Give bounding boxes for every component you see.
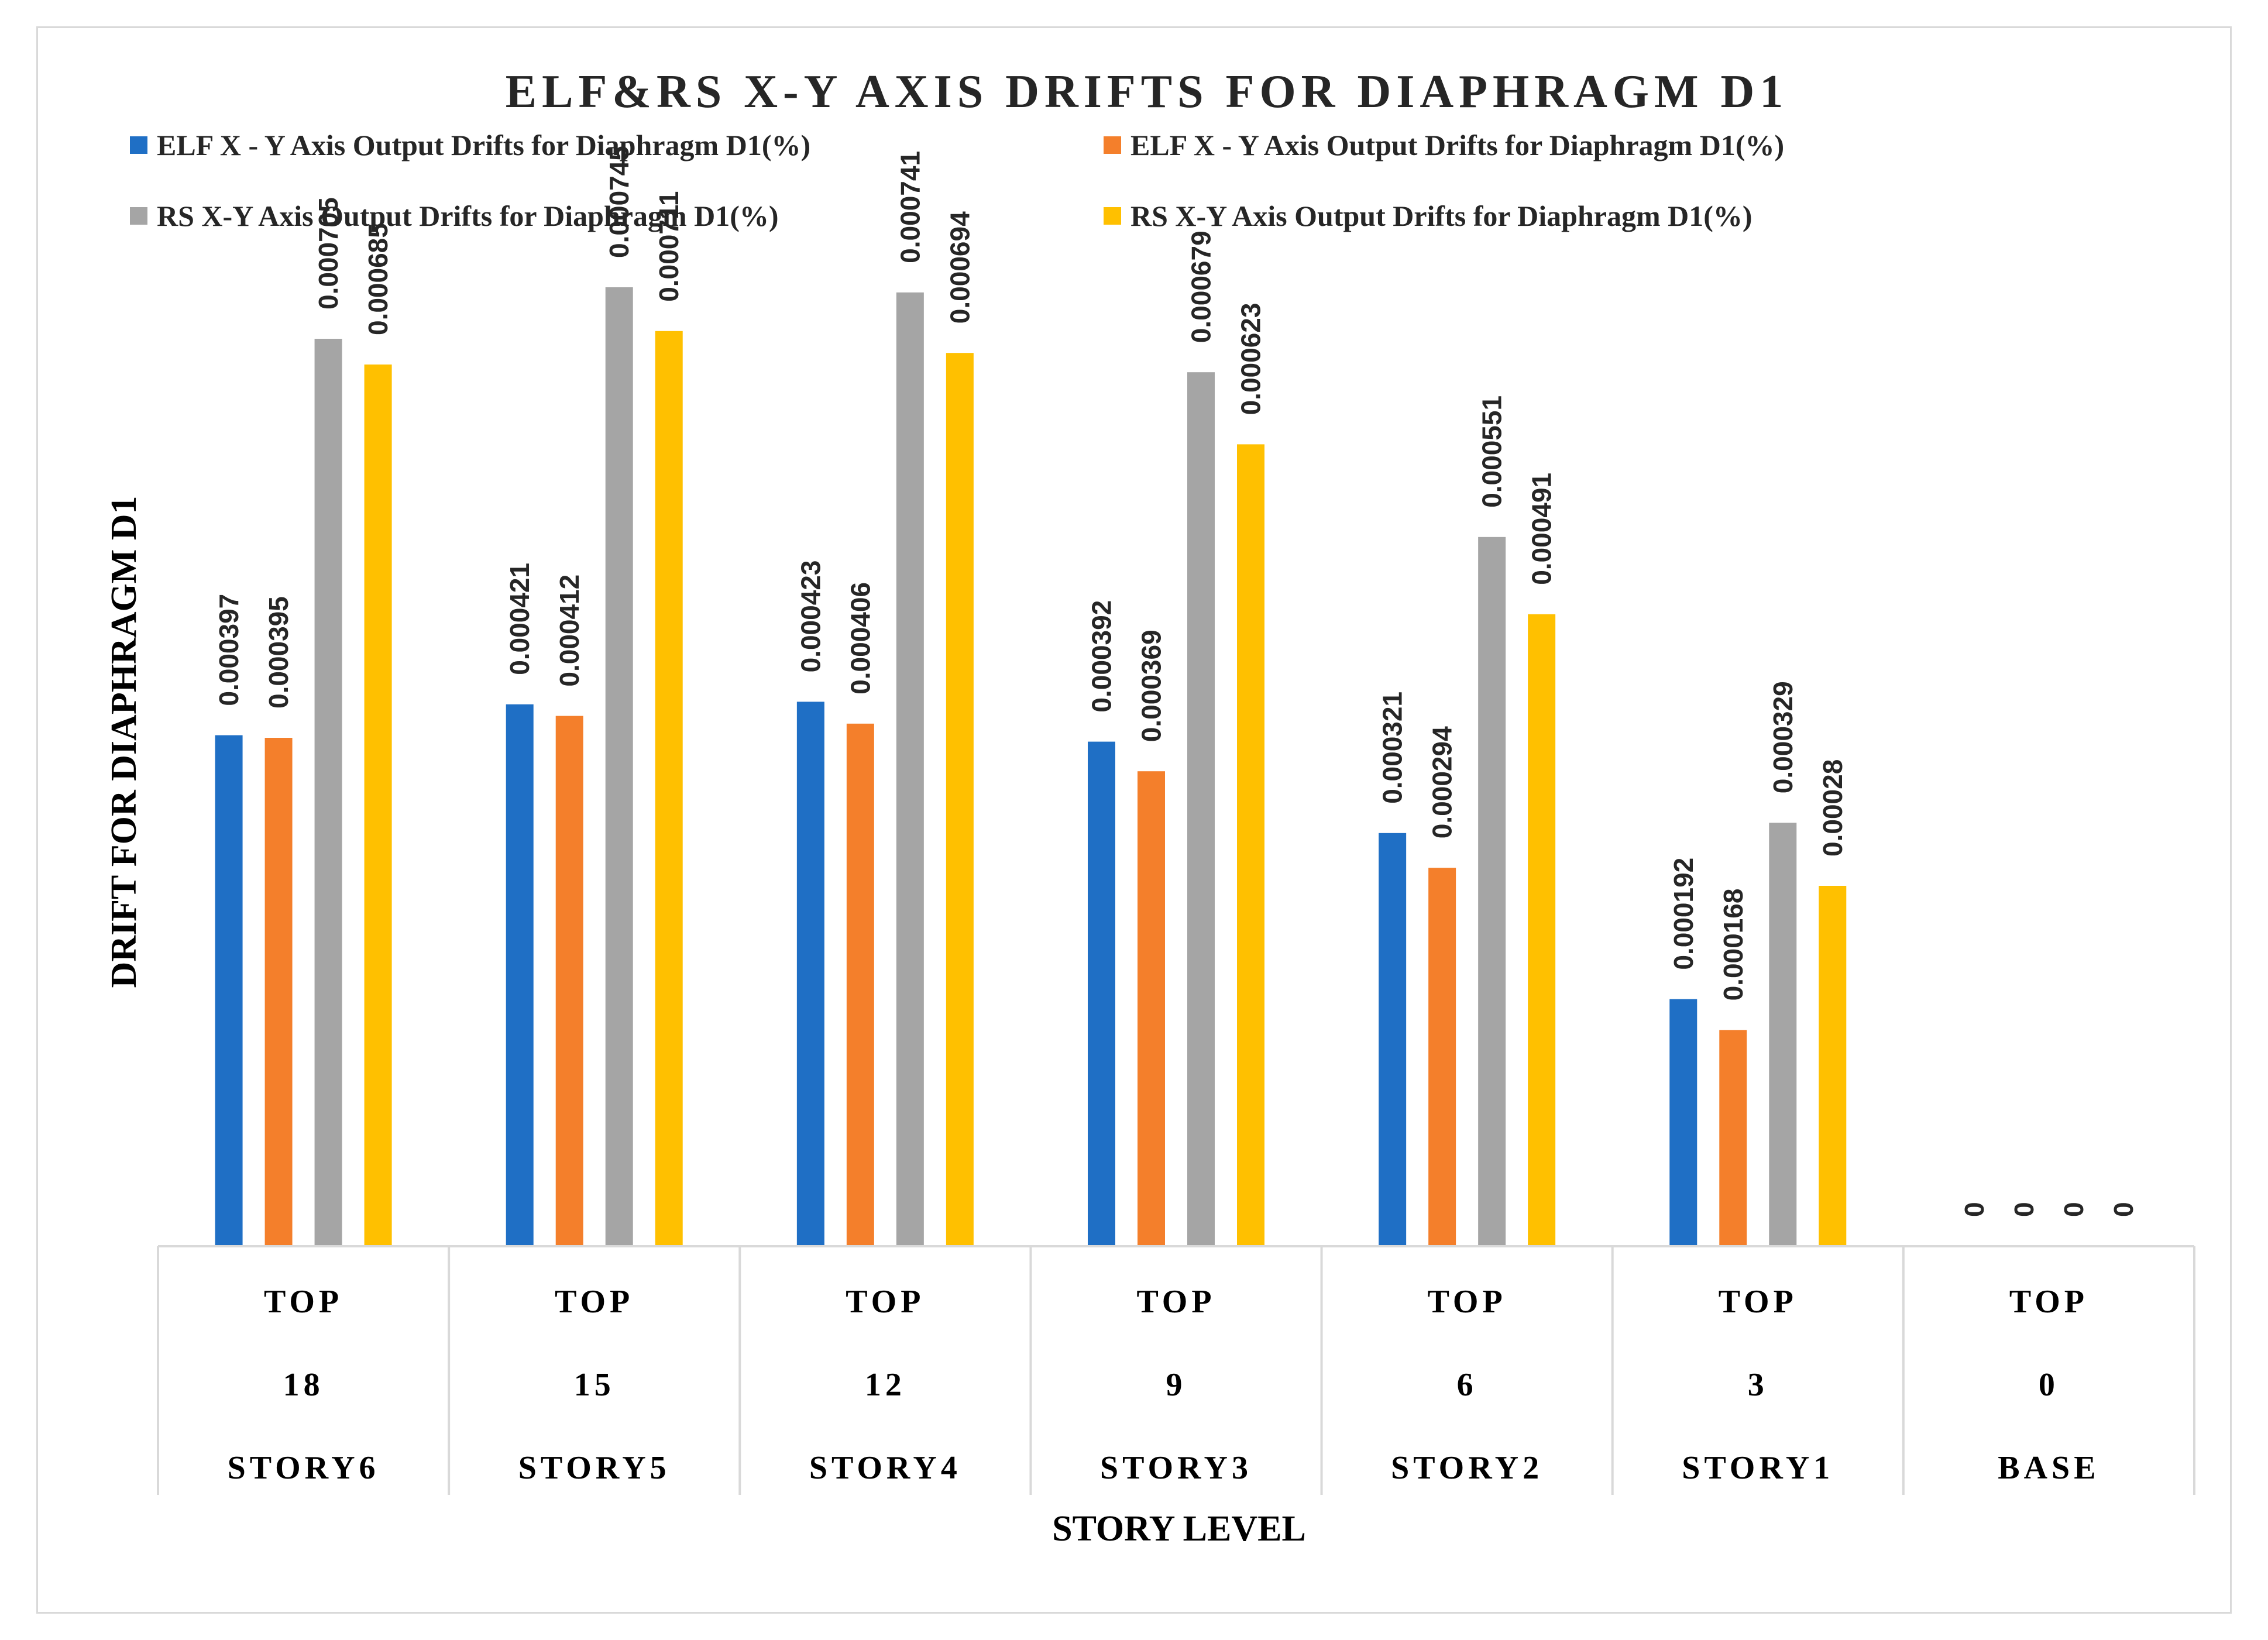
category-label-l2-c6: 3	[1748, 1367, 1768, 1403]
chart-title: ELF&RS X-Y AXIS DRIFTS FOR DIAPHRAGM D1	[506, 66, 1789, 118]
data-label-s4-c4: 0.000623	[1236, 303, 1266, 415]
category-label-l2-c2: 15	[574, 1367, 615, 1403]
legend-swatch-3	[130, 207, 147, 225]
bar-s3-c6	[1769, 823, 1796, 1246]
data-label-s4-c7: 0	[2108, 1202, 2139, 1217]
data-label-s3-c2: 0.000745	[604, 146, 634, 258]
data-label-s1-c4: 0.000392	[1087, 600, 1117, 713]
data-label-s2-c5: 0.000294	[1427, 726, 1458, 838]
data-label-s4-c1: 0.000685	[363, 223, 393, 335]
bar-s3-c5	[1478, 537, 1506, 1246]
bar-s2-c2	[556, 716, 583, 1246]
category-label-l2-c4: 9	[1166, 1367, 1187, 1403]
data-label-s1-c5: 0.000321	[1377, 692, 1408, 804]
data-label-s4-c5: 0.000491	[1527, 473, 1557, 585]
bar-s2-c1	[265, 738, 293, 1246]
data-label-s2-c2: 0.000412	[554, 575, 585, 687]
category-label-l3-c5: STORY2	[1391, 1450, 1543, 1486]
bar-s4-c1	[365, 365, 392, 1246]
data-label-s2-c6: 0.000168	[1718, 889, 1748, 1001]
bar-s2-c6	[1719, 1030, 1747, 1246]
data-label-s3-c1: 0.000705	[313, 197, 343, 310]
legend-label-4: RS X-Y Axis Output Drifts for Diaphragm …	[1130, 200, 1752, 232]
data-label-s2-c3: 0.000406	[845, 582, 875, 694]
category-label-l1-c2: TOP	[555, 1284, 634, 1320]
data-label-s3-c7: 0	[2059, 1202, 2089, 1217]
category-label-l1-c1: TOP	[264, 1284, 343, 1320]
category-label-l3-c7: BASE	[1998, 1450, 2099, 1486]
data-label-s1-c7: 0	[1959, 1202, 1989, 1217]
category-label-l1-c7: TOP	[2009, 1284, 2088, 1320]
bar-s2-c4	[1138, 771, 1165, 1246]
category-label-l1-c6: TOP	[1719, 1284, 1798, 1320]
data-labels: 0.000397 0.000421 0.000423 0.000392 0.000321…	[214, 146, 2139, 1217]
category-label-l2-c5: 6	[1457, 1367, 1477, 1403]
legend-label-1: ELF X - Y Axis Output Drifts for Diaphra…	[157, 129, 810, 161]
bar-s3-c1	[315, 339, 342, 1246]
bar-s3-c4	[1187, 372, 1215, 1246]
y-axis-title: DRIFT FOR DIAPHRAGM D1	[104, 496, 144, 988]
category-label-l1-c5: TOP	[1428, 1284, 1507, 1320]
bar-s1-c5	[1379, 833, 1406, 1246]
bar-s4-c4	[1237, 444, 1264, 1246]
x-axis-title: STORY LEVEL	[1052, 1509, 1306, 1549]
bar-s4-c3	[946, 353, 974, 1246]
bars	[215, 287, 1847, 1246]
legend-swatch-4	[1104, 207, 1121, 225]
legend-swatch-1	[130, 136, 147, 154]
bar-s4-c5	[1528, 614, 1555, 1246]
data-label-s1-c6: 0.000192	[1668, 858, 1699, 970]
data-label-s1-c2: 0.000421	[504, 563, 535, 675]
legend-label-3: RS X-Y Axis Output Drifts for Diaphragm …	[157, 200, 779, 232]
bar-s1-c2	[506, 704, 534, 1246]
data-label-s3-c4: 0.000679	[1186, 231, 1217, 343]
data-label-s2-c7: 0	[2009, 1202, 2039, 1217]
legend-label-2: ELF X - Y Axis Output Drifts for Diaphra…	[1130, 129, 1784, 161]
category-label-l2-c3: 12	[865, 1367, 906, 1403]
bar-s1-c6	[1669, 999, 1697, 1246]
bar-s4-c6	[1819, 886, 1846, 1246]
data-label-s1-c1: 0.000397	[214, 594, 244, 706]
category-label-l1-c3: TOP	[846, 1284, 925, 1320]
category-label-l3-c4: STORY3	[1100, 1450, 1252, 1486]
bar-s3-c2	[606, 287, 633, 1246]
category-label-l2-c7: 0	[2039, 1367, 2059, 1403]
bar-s2-c3	[847, 724, 874, 1246]
data-label-s4-c6: 0.00028	[1817, 759, 1848, 857]
category-label-l3-c2: STORY5	[518, 1450, 671, 1486]
category-label-l3-c1: STORY6	[228, 1450, 380, 1486]
data-label-s4-c3: 0.000694	[944, 211, 975, 324]
data-label-s1-c3: 0.000423	[795, 561, 826, 673]
data-label-s2-c1: 0.000395	[263, 596, 294, 709]
legend-swatch-2	[1104, 136, 1121, 154]
bar-s1-c3	[797, 702, 824, 1246]
category-label-l3-c6: STORY1	[1682, 1450, 1834, 1486]
bar-s2-c5	[1428, 868, 1456, 1246]
chart-svg: ELF&RS X-Y AXIS DRIFTS FOR DIAPHRAGM D1 …	[0, 0, 2268, 1640]
data-label-s3-c3: 0.000741	[895, 151, 925, 263]
data-label-s3-c5: 0.000551	[1477, 396, 1507, 508]
bar-s1-c4	[1088, 742, 1115, 1246]
bar-s3-c3	[896, 293, 924, 1246]
bar-s4-c2	[655, 331, 683, 1246]
data-label-s2-c4: 0.000369	[1136, 630, 1167, 742]
category-label-l1-c4: TOP	[1136, 1284, 1215, 1320]
data-label-s3-c6: 0.000329	[1768, 681, 1798, 793]
category-label-l3-c3: STORY4	[809, 1450, 961, 1486]
category-label-l2-c1: 18	[283, 1367, 324, 1403]
category-labels: TOP TOP TOP TOP TOP TOP TOP 18 15 12 9 6 3 0 STORY6 STO…	[228, 1284, 2100, 1486]
data-label-s4-c2: 0.000711	[654, 191, 684, 301]
bar-s1-c1	[215, 735, 243, 1246]
